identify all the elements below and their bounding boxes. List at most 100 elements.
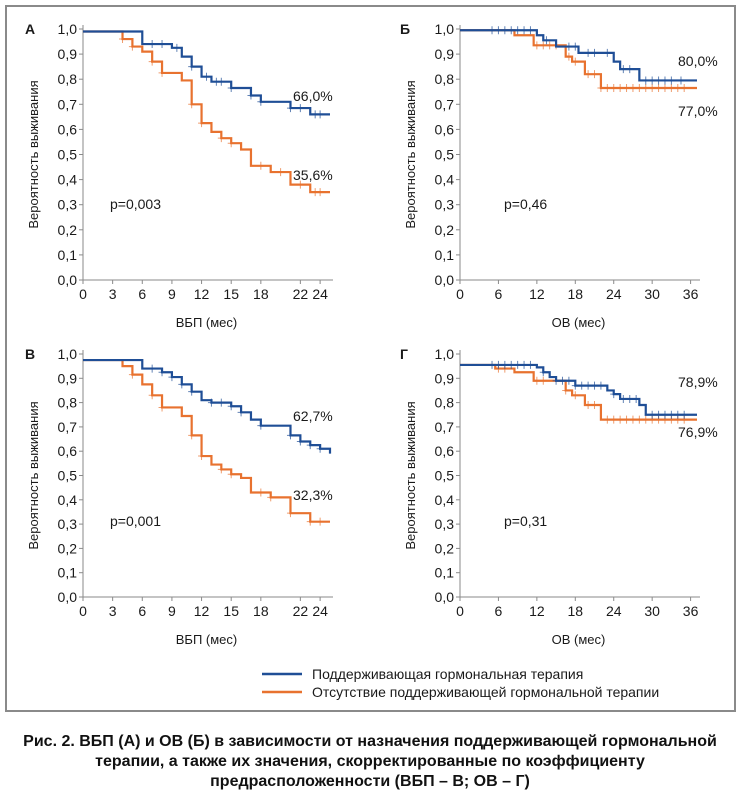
censor-mark [501,26,509,35]
x-tick-label: 15 [223,286,239,302]
p-value: p=0,003 [110,196,161,212]
km-step-line [460,363,697,421]
censor-mark [316,444,324,453]
censor-mark [158,40,166,49]
censor-mark [514,26,522,35]
censor-mark [642,83,650,92]
y-tick-label: 1,0 [58,21,78,37]
x-tick-label: 12 [529,286,545,302]
censor-mark [533,376,541,385]
censor-mark [591,70,599,79]
series-no-supportive [83,358,330,526]
censor-mark [494,26,502,35]
censor-mark [168,373,176,382]
censor-mark [203,72,210,81]
x-tick-label: 30 [644,286,660,302]
censor-mark [677,76,685,85]
panel-letter: В [25,346,35,362]
y-tick-label: 0,4 [58,492,78,508]
censor-mark [188,387,196,396]
y-tick-label: 0,1 [58,565,78,581]
censor-mark [526,26,534,35]
censor-mark [316,188,324,197]
censor-mark [507,26,515,35]
y-tick-label: 0,3 [435,197,455,213]
km-panel-4: Г 0,0 0,1 0,2 0,3 0,4 0,5 0,6 0,7 0,8 0,9 1,0 0 6 12 18… [400,346,718,647]
end-label-no-supportive: 32,3% [293,487,333,503]
x-tick-label: 15 [223,603,239,619]
censor-mark [629,415,637,424]
y-tick-label: 0,1 [58,247,78,263]
censor-mark [584,381,592,390]
censor-mark [227,83,235,92]
caption-line-3: предрасположенности (ВБП – В; ОВ – Г) [210,773,530,790]
censor-mark [119,35,127,44]
legend-label-no-supportive: Отсутствие поддерживающей гормональной т… [312,684,659,700]
censor-mark [514,360,522,369]
censor-mark [648,410,656,419]
censor-mark [610,83,618,92]
figure-frame [5,5,736,712]
censor-mark [198,452,206,461]
censor-mark [655,76,663,85]
x-tick-label: 22 [293,603,309,619]
x-tick-label: 12 [194,603,210,619]
censor-mark [667,410,675,419]
y-tick-label: 0,8 [435,71,455,87]
censor-mark [267,493,275,502]
y-tick-label: 0,5 [58,147,78,163]
censor-mark [542,36,550,45]
y-tick-label: 0,9 [58,370,78,386]
censor-mark [501,360,509,369]
censor-mark [217,134,225,143]
km-step-line [83,30,330,116]
censor-mark [188,62,196,71]
censor-mark [158,403,166,412]
series-supportive [460,26,697,85]
end-label-supportive: 62,7% [293,408,333,424]
censor-mark [603,83,611,92]
y-tick-label: 0,6 [435,443,455,459]
x-axis-title: ВБП (мес) [176,315,237,330]
y-tick-label: 0,9 [435,46,455,62]
censor-mark [603,48,611,57]
censor-mark [257,421,265,430]
x-tick-label: 24 [606,603,622,619]
y-tick-label: 0,7 [435,419,455,435]
censor-mark [680,83,688,92]
panel-letter: Г [400,346,408,362]
censor-mark [571,391,579,400]
censor-mark [565,42,573,51]
x-tick-label: 30 [644,603,660,619]
censor-mark [597,381,605,390]
censor-mark [648,83,656,92]
censor-mark [655,83,663,92]
censor-mark [296,437,304,446]
censor-mark [533,41,541,50]
y-tick-label: 0,6 [58,443,78,459]
y-axis-title: Вероятность выживания [403,401,418,549]
censor-mark [642,415,650,424]
y-tick-label: 0,6 [435,121,455,137]
censor-mark [296,104,304,113]
censor-mark [680,410,688,419]
censor-mark [655,410,663,419]
censor-mark [217,77,225,86]
censor-mark [227,139,235,148]
censor-mark [661,76,669,85]
x-tick-label: 12 [194,286,210,302]
censor-mark [148,391,156,400]
end-label-supportive: 66,0% [293,88,333,104]
censor-mark [526,360,534,369]
censor-mark [539,368,547,377]
end-label-supportive: 78,9% [678,374,718,390]
censor-mark [237,408,245,417]
censor-mark [661,410,669,419]
censor-mark [546,41,554,50]
censor-mark [128,370,136,379]
censor-mark [674,410,682,419]
y-tick-label: 0,2 [435,222,455,238]
caption-line-2: терапии, а также их значения, скорректир… [95,753,645,770]
y-tick-label: 0,2 [435,540,455,556]
y-tick-label: 0,7 [58,419,78,435]
